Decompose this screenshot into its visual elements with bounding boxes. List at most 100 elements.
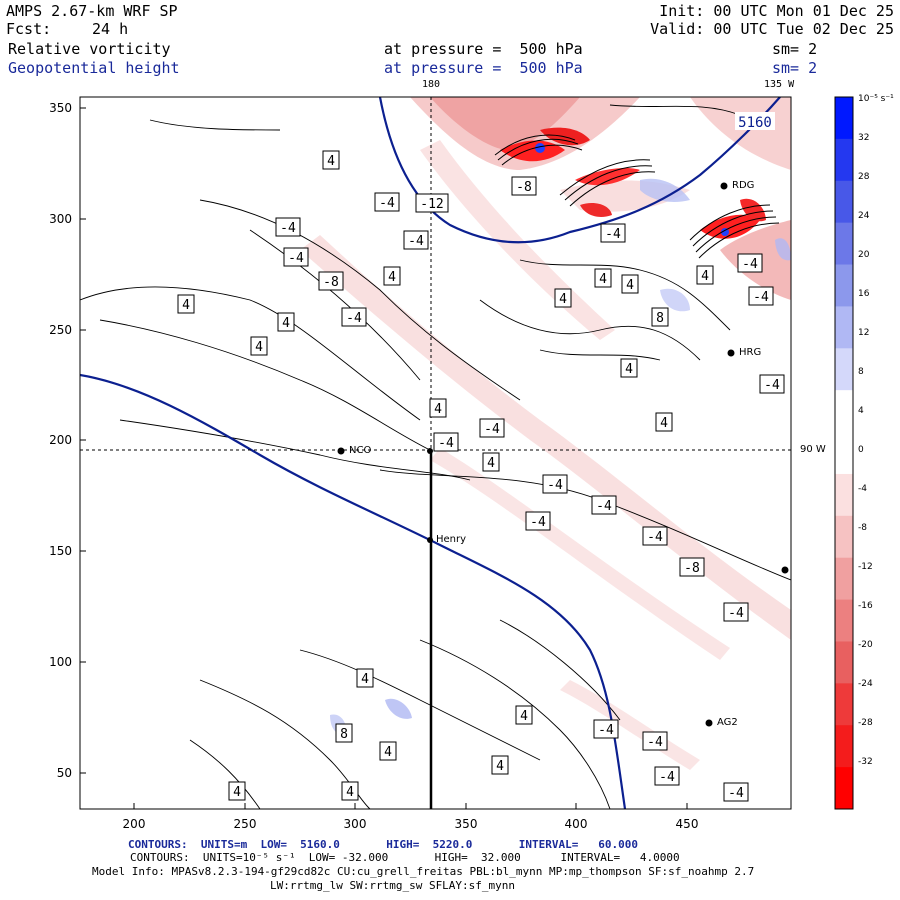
y-tick-label: 250 xyxy=(49,323,72,337)
contour-label-box xyxy=(620,358,638,378)
contour-label-text: -4 xyxy=(408,234,424,249)
x-tick-label: 450 xyxy=(676,817,699,831)
colorbar-tick-label: -12 xyxy=(858,562,873,572)
contour-label-text: 8 xyxy=(656,311,664,326)
contour-label-text: 4 xyxy=(327,154,335,169)
contour-label-box xyxy=(737,253,763,273)
contour-label-text: -4 xyxy=(742,257,758,272)
station-label-rdg: RDG xyxy=(732,180,755,191)
colorbar-tick-label: 12 xyxy=(858,328,869,338)
contour-label-box xyxy=(759,374,785,394)
contour-label-text: 4 xyxy=(388,270,396,285)
contour-label-box xyxy=(374,192,400,212)
colorbar-swatch xyxy=(835,390,853,433)
contour-label-box xyxy=(228,781,246,801)
field1-level: at pressure = 500 hPa xyxy=(384,40,583,58)
contour-label-box xyxy=(341,781,359,801)
y-tick-label: 200 xyxy=(49,433,72,447)
contour-label-text: 4 xyxy=(182,298,190,313)
colorbar-tick-label: 24 xyxy=(858,211,870,221)
map-field xyxy=(80,97,791,809)
x-tick-label: 250 xyxy=(234,817,257,831)
contour-label-text: -4 xyxy=(728,786,744,801)
contour-label-text: 4 xyxy=(487,456,495,471)
contour-label-box xyxy=(335,723,353,743)
station-label-ag2: AG2 xyxy=(717,717,738,728)
field1-name: Relative vorticity xyxy=(8,40,171,58)
colorbar-tick-label: 32 xyxy=(858,133,869,143)
colorbar-swatch xyxy=(835,599,853,642)
contour-label-text: -8 xyxy=(323,275,339,290)
contour-label-text: 4 xyxy=(625,362,633,377)
station-marker-henry xyxy=(427,537,433,543)
contour-label-box xyxy=(654,766,680,786)
contour-label-text: -4 xyxy=(659,770,675,785)
contour-label-text: -4 xyxy=(379,196,395,211)
station-marker-hrg xyxy=(727,349,735,357)
contour-label-box xyxy=(491,755,509,775)
grid-origin-marker xyxy=(427,448,433,454)
contour-labels: 4 -4 -12 -4 -4 -4 -8 4 4 4 -4 4 -8 -4 4 4 4 8 4 -4 -4 4 -4 4 4 -4… xyxy=(177,112,785,802)
contour-label-text: 4 xyxy=(701,269,709,284)
contour-label-box xyxy=(318,271,344,291)
contour-label-text: -4 xyxy=(764,378,780,393)
contour-label-box xyxy=(341,307,367,327)
contour-label-box xyxy=(655,412,673,432)
height-label-text: 5160 xyxy=(738,115,772,131)
colorbar-tick-label: -24 xyxy=(858,679,873,689)
contour-label-text: 4 xyxy=(599,272,607,287)
footer-height-contours: CONTOURS: UNITS=m LOW= 5160.0 HIGH= 5220… xyxy=(128,838,638,851)
contour-label-text: -12 xyxy=(420,197,443,212)
colorbar-unit: 10⁻⁵ s⁻¹ xyxy=(858,94,894,104)
colorbar-swatch xyxy=(835,180,853,224)
contour-label-box xyxy=(594,268,612,288)
init-time: Init: 00 UTC Mon 01 Dec 25 xyxy=(659,2,894,20)
lon-label-180: 180 xyxy=(422,79,441,90)
colorbar: 32 28 24 20 16 12 8 4 0 -4 -8 -12 -16 -20 -24 -28 -32 xyxy=(834,96,873,810)
contour-label-text: 8 xyxy=(340,727,348,742)
contour-label-text: -4 xyxy=(530,515,546,530)
colorbar-swatch xyxy=(835,641,853,684)
station-marker-ag2 xyxy=(705,719,713,727)
station-label-hrg: HRG xyxy=(739,347,762,358)
contour-label-text: -4 xyxy=(438,436,454,451)
colorbar-swatch xyxy=(835,432,853,475)
contour-label-box xyxy=(403,230,429,250)
y-tick-label: 100 xyxy=(49,655,72,669)
contour-label-box xyxy=(642,526,668,546)
contour-label-text: -8 xyxy=(684,561,700,576)
height-label-box xyxy=(735,112,775,130)
contour-label-text: 4 xyxy=(660,416,668,431)
contour-label-box xyxy=(642,731,668,751)
contour-label-text: 4 xyxy=(434,402,442,417)
contour-label-box xyxy=(277,312,295,332)
station-marker-nco xyxy=(337,447,345,455)
x-tick-label: 200 xyxy=(123,817,146,831)
colorbar-swatch xyxy=(835,683,853,726)
colorbar-tick-label: 20 xyxy=(858,250,870,260)
contour-label-box xyxy=(600,223,626,243)
y-tick-label: 300 xyxy=(49,212,72,226)
contour-label-box xyxy=(379,741,397,761)
x-tick-label: 300 xyxy=(344,817,367,831)
footer-physics-info: LW:rrtmg_lw SW:rrtmg_sw SFLAY:sf_mynn xyxy=(270,879,516,892)
contour-label-box xyxy=(177,294,195,314)
colorbar-tick-label: -20 xyxy=(858,640,873,650)
colorbar-swatch xyxy=(835,97,853,140)
contour-label-text: -4 xyxy=(484,422,500,437)
x-axis-ticks: 200 250 300 350 400 450 xyxy=(123,803,699,831)
colorbar-swatch xyxy=(835,725,853,768)
y-axis-ticks: 350 300 250 200 150 100 50 xyxy=(49,101,86,780)
contour-label-box xyxy=(748,286,774,306)
contour-label-text: 4 xyxy=(626,278,634,293)
contour-label-box xyxy=(511,176,537,196)
contour-label-box xyxy=(591,495,617,515)
colorbar-swatch xyxy=(835,138,853,182)
colorbar-swatch xyxy=(835,348,853,391)
contour-label-box xyxy=(429,398,447,418)
contour-label-box xyxy=(621,274,639,294)
contour-label-box xyxy=(275,217,301,237)
contour-label-text: -4 xyxy=(598,723,614,738)
contour-label-box xyxy=(482,452,500,472)
height-contour-5160 xyxy=(378,97,781,244)
